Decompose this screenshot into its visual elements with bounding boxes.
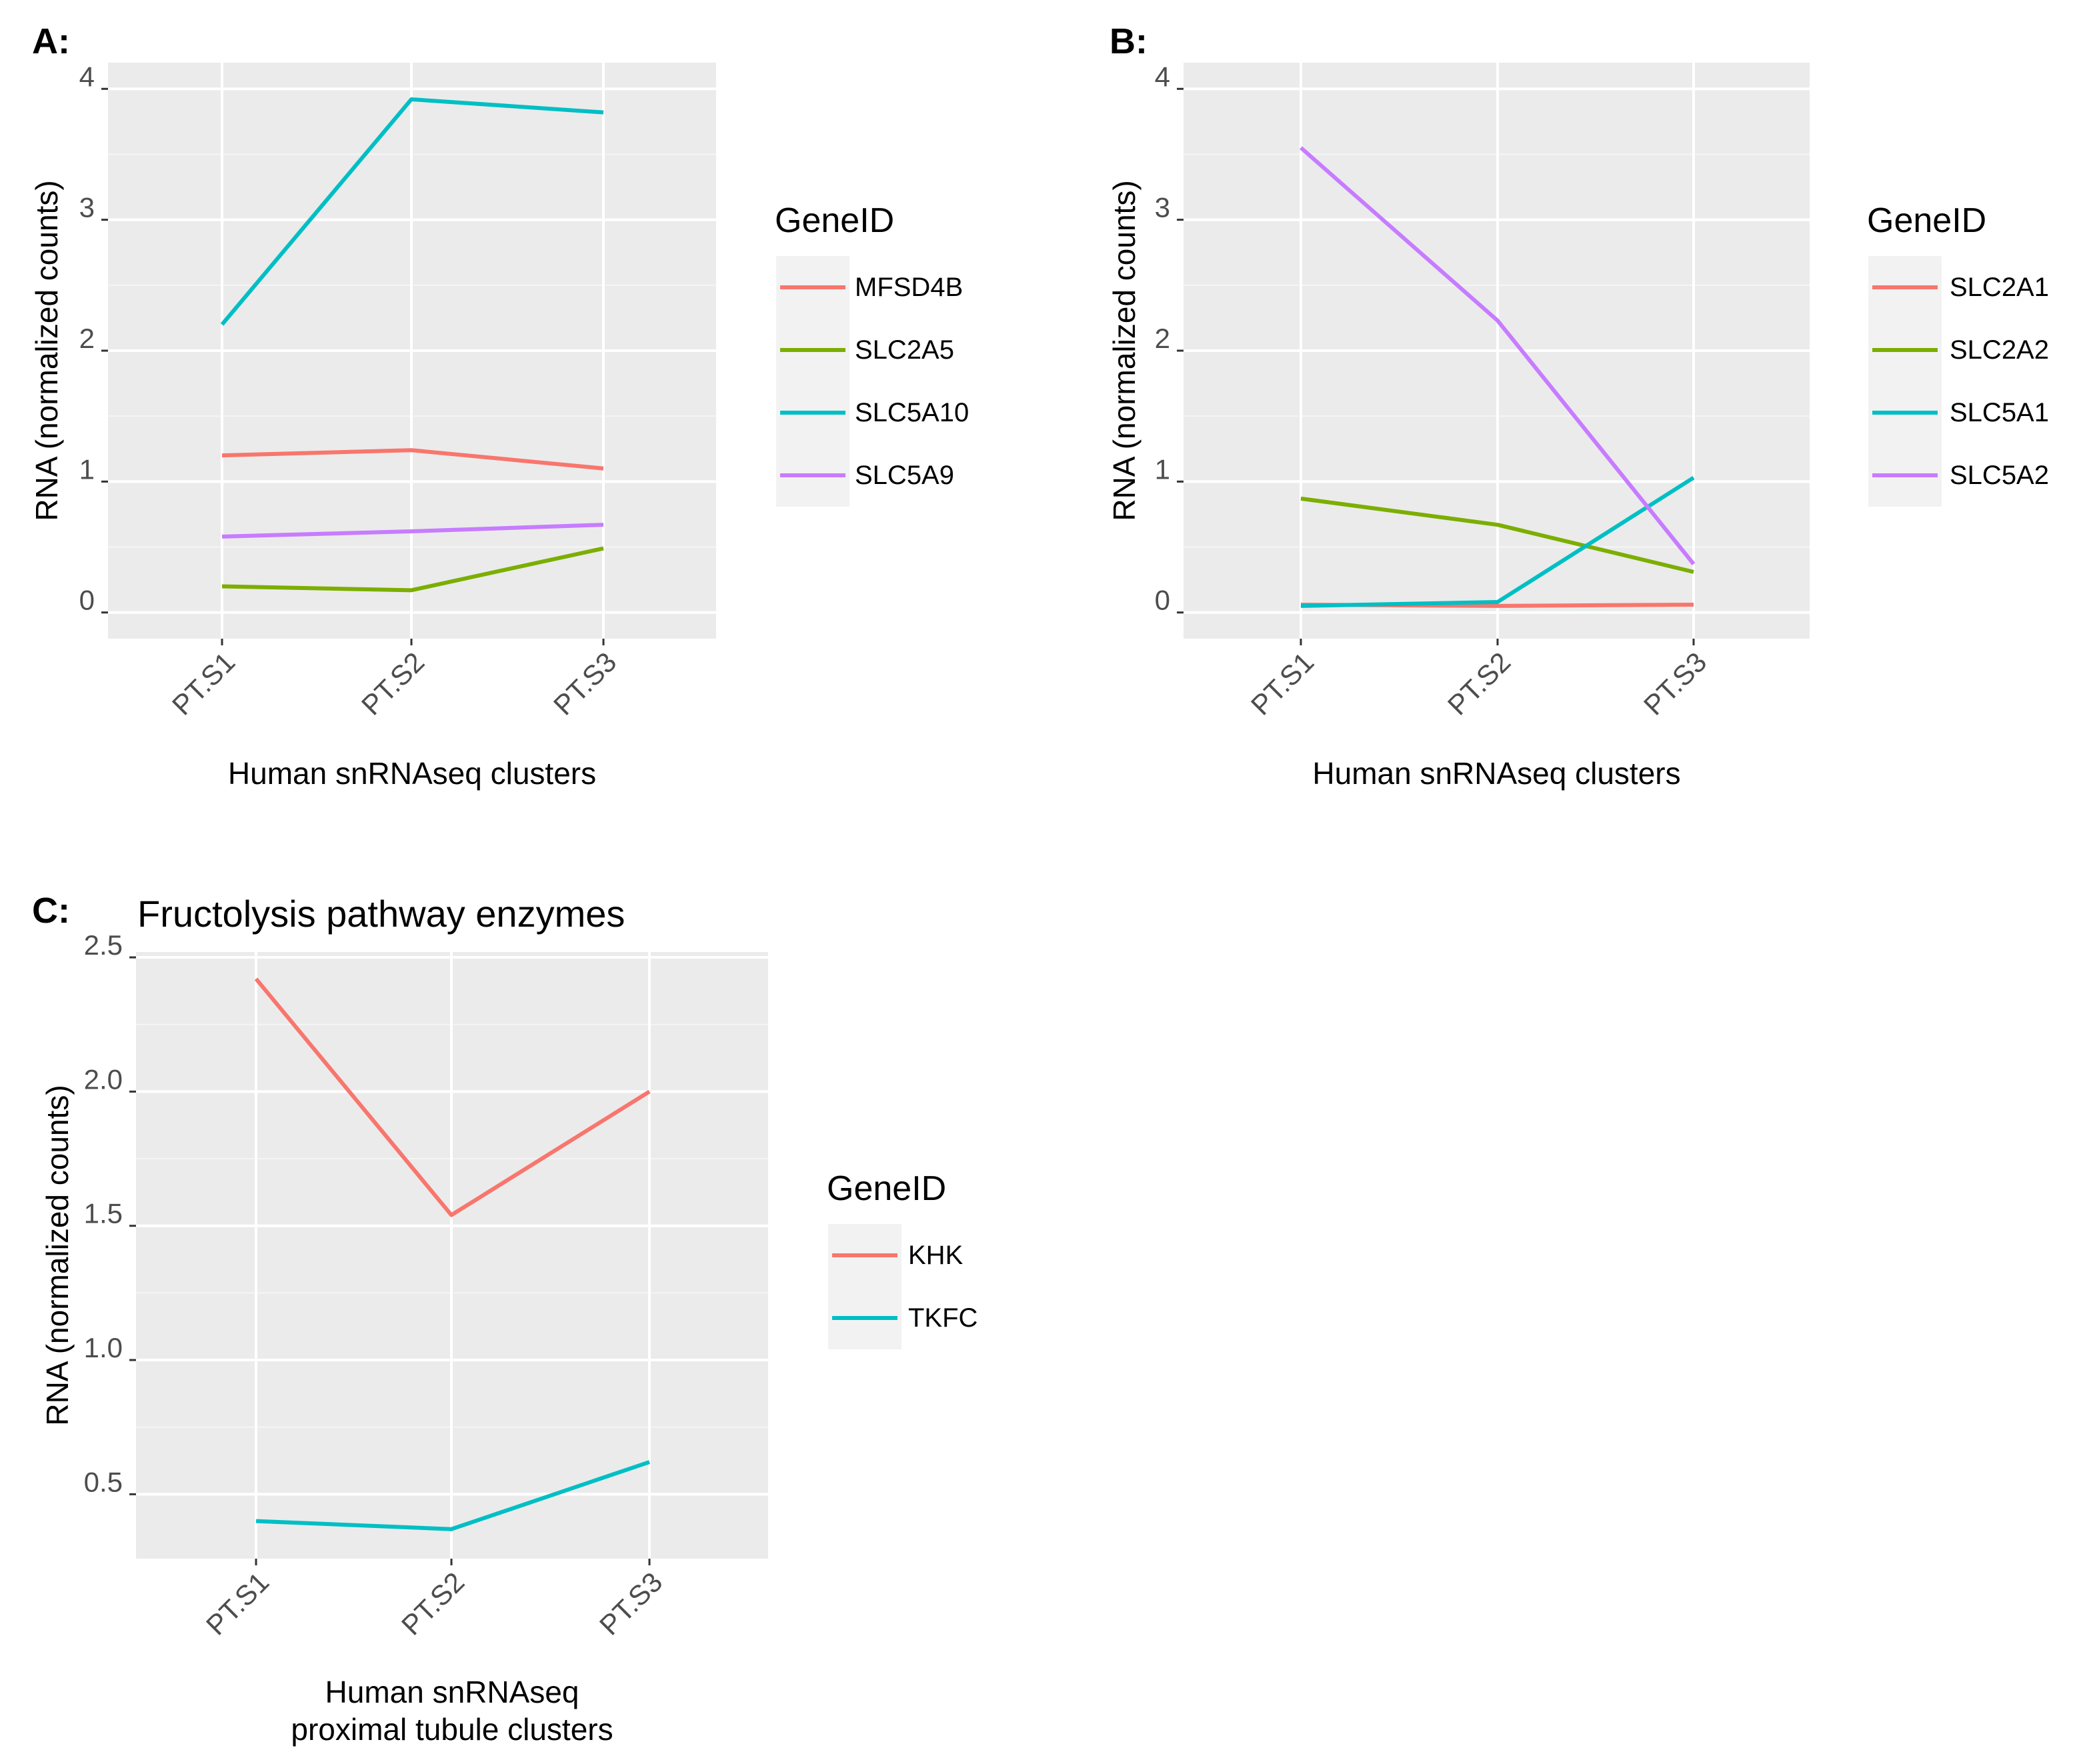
legend-label: SLC2A5 bbox=[855, 335, 954, 365]
legend-label: SLC2A2 bbox=[1950, 335, 2049, 365]
legend-label: SLC5A2 bbox=[1950, 461, 2049, 490]
legend-label: SLC5A1 bbox=[1950, 398, 2049, 427]
series-line-slc2a2 bbox=[1300, 496, 1694, 574]
x-tick-label: PT.S1 bbox=[200, 1566, 275, 1641]
series-line-tkfc bbox=[255, 1460, 650, 1531]
legend-title: GeneID bbox=[827, 1169, 946, 1208]
series-line-slc5a9 bbox=[221, 523, 604, 539]
x-axis-title: Human snRNAseq proximal tubule clusters bbox=[291, 1675, 613, 1747]
y-tick-label: 2.0 bbox=[84, 1063, 123, 1095]
x-tick-label: PT.S1 bbox=[1245, 646, 1320, 721]
x-tick-label: PT.S3 bbox=[593, 1566, 668, 1641]
y-tick-label: 4 bbox=[1155, 61, 1170, 92]
x-tick-label: PT.S3 bbox=[547, 646, 622, 721]
x-tick-label: PT.S2 bbox=[355, 646, 430, 721]
y-tick-label: 2.5 bbox=[84, 929, 123, 961]
legend-label: MFSD4B bbox=[855, 273, 963, 302]
panel-letter: A: bbox=[32, 21, 70, 61]
y-tick-label: 1 bbox=[79, 453, 95, 485]
x-tick-label: PT.S3 bbox=[1638, 646, 1712, 721]
plot-title: Fructolysis pathway enzymes bbox=[137, 893, 625, 935]
legend: GeneID MFSD4B SLC2A5 SLC5A10 SLC5A9 bbox=[775, 201, 969, 507]
legend-label: SLC2A1 bbox=[1950, 273, 2049, 302]
y-tick-label: 4 bbox=[79, 61, 95, 92]
y-axis-title: RNA (normalized counts) bbox=[1107, 180, 1142, 521]
panel-c: C: Fructolysis pathway enzymes 0.5 1.0 1.5 2.… bbox=[32, 891, 977, 1747]
legend-label: TKFC bbox=[908, 1303, 977, 1333]
y-axis-title: RNA (normalized counts) bbox=[29, 180, 64, 521]
panel-b: B: 0 1 2 3 4 PT.S1 PT.S2 PT.S3 RNA (normalized co… bbox=[1107, 21, 2049, 791]
legend-label: SLC5A10 bbox=[855, 398, 969, 427]
panel-letter: B: bbox=[1110, 21, 1148, 61]
y-tick-label: 0 bbox=[1155, 585, 1170, 616]
x-axis-title: Human snRNAseq clusters bbox=[228, 756, 596, 791]
y-tick-label: 0.5 bbox=[84, 1466, 123, 1497]
y-tick-label: 2 bbox=[1155, 323, 1170, 354]
y-tick-label: 1 bbox=[1155, 453, 1170, 485]
legend-label: KHK bbox=[908, 1241, 963, 1270]
legend: GeneID SLC2A1 SLC2A2 SLC5A1 SLC5A2 bbox=[1867, 201, 2049, 507]
legend-title: GeneID bbox=[1867, 201, 1986, 240]
series-line-slc5a2 bbox=[1300, 146, 1696, 565]
panel-letter: C: bbox=[32, 891, 70, 931]
y-axis-title: RNA (normalized counts) bbox=[40, 1085, 75, 1425]
series-line-slc2a5 bbox=[221, 546, 604, 593]
legend: GeneID KHK TKFC bbox=[827, 1169, 977, 1349]
x-tick-label: PT.S2 bbox=[1442, 646, 1516, 721]
y-tick-label: 1.5 bbox=[84, 1198, 123, 1229]
x-tick-label: PT.S1 bbox=[166, 646, 241, 721]
legend-title: GeneID bbox=[775, 201, 894, 240]
x-axis-title: Human snRNAseq clusters bbox=[1312, 756, 1680, 791]
series-line-slc5a1 bbox=[1300, 475, 1695, 608]
series-line-khk bbox=[254, 977, 651, 1217]
series-line-mfsd4b bbox=[221, 448, 604, 471]
y-tick-label: 1.0 bbox=[84, 1332, 123, 1363]
y-tick-label: 2 bbox=[79, 323, 95, 354]
y-tick-label: 3 bbox=[1155, 192, 1170, 223]
panel-a: A: 0 1 2 3 4 PT.S1 PT.S2 PT.S3 RNA (normalized co… bbox=[29, 21, 969, 791]
legend-label: SLC5A9 bbox=[855, 461, 954, 490]
series-line-slc5a10 bbox=[220, 97, 604, 326]
y-tick-label: 0 bbox=[79, 585, 95, 616]
x-tick-label: PT.S2 bbox=[395, 1566, 470, 1641]
y-tick-label: 3 bbox=[79, 192, 95, 223]
